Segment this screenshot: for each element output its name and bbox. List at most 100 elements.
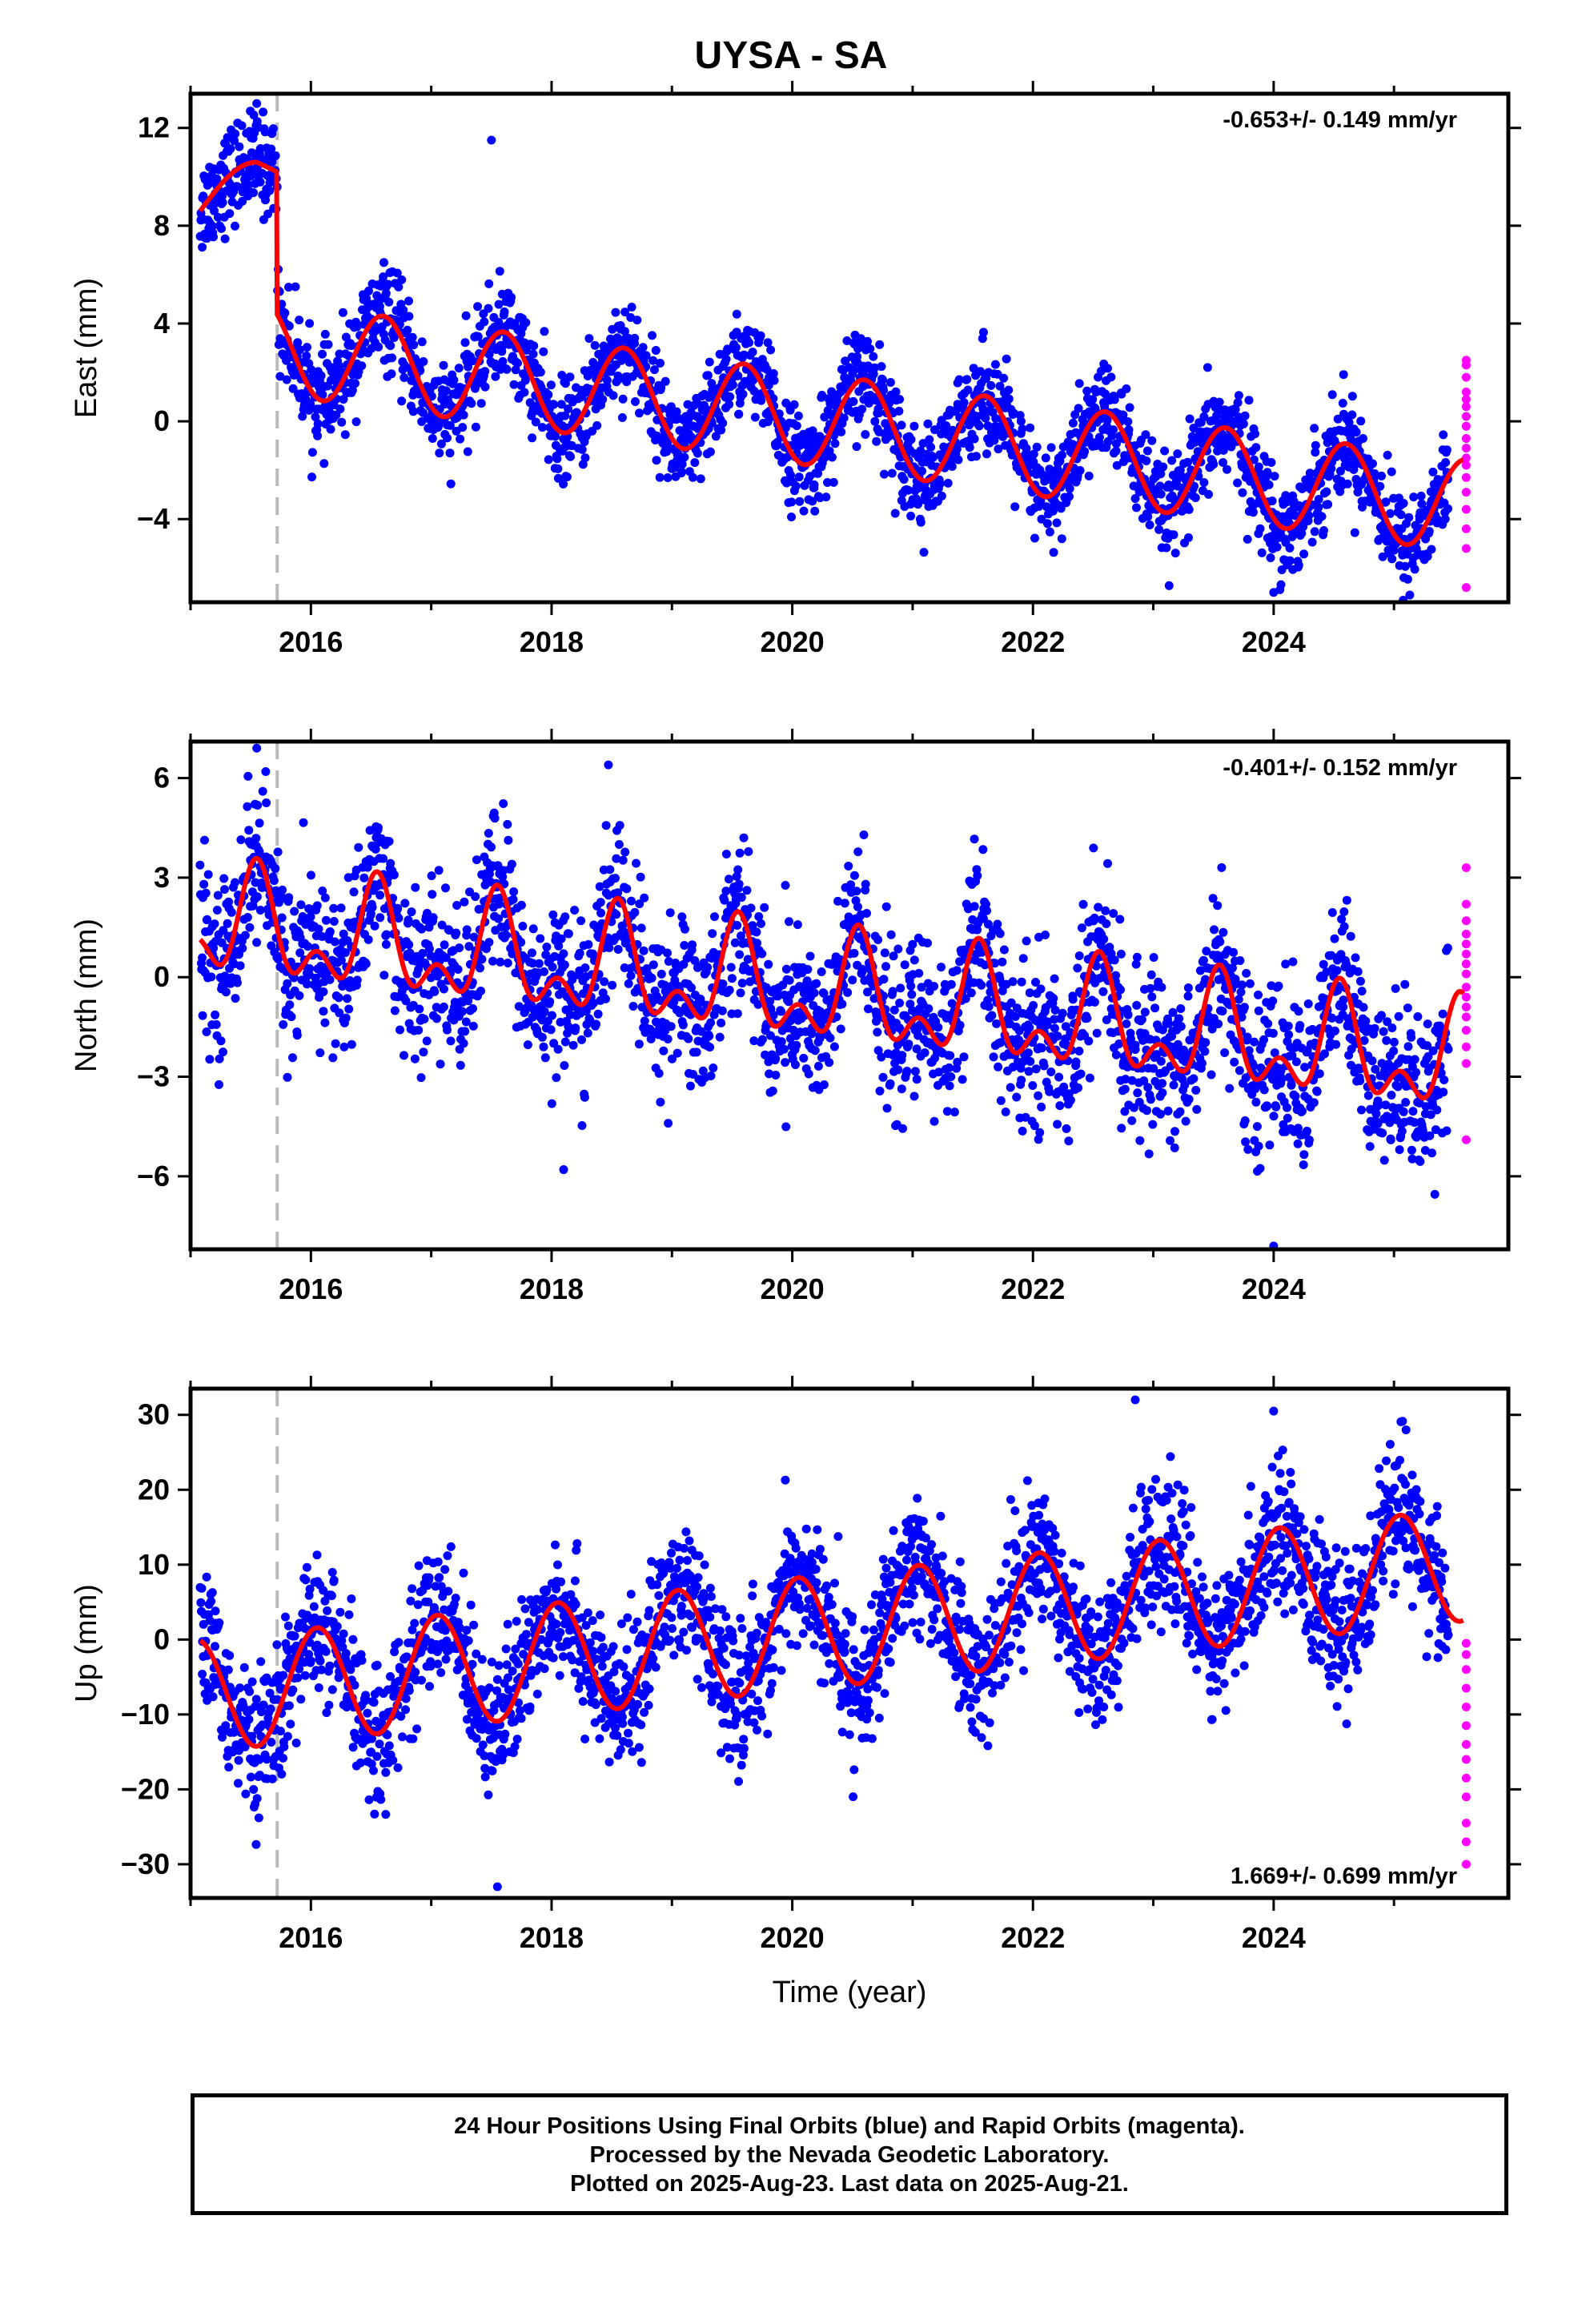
- final-orbit-point: [1359, 434, 1367, 443]
- final-orbit-point: [245, 923, 255, 932]
- final-orbit-point: [877, 362, 886, 372]
- final-orbit-point: [247, 148, 256, 158]
- final-orbit-point: [404, 296, 413, 306]
- final-orbit-point: [287, 1012, 296, 1022]
- final-orbit-point: [440, 984, 448, 994]
- final-orbit-point: [1350, 528, 1359, 537]
- final-orbit-point: [295, 316, 304, 325]
- final-orbit-point: [1084, 471, 1094, 480]
- final-orbit-point: [954, 375, 964, 384]
- final-orbit-point: [1442, 445, 1452, 455]
- final-orbit-point: [263, 209, 273, 219]
- final-orbit-point: [852, 442, 861, 452]
- final-orbit-point: [882, 1104, 892, 1113]
- final-orbit-point: [1299, 1160, 1308, 1169]
- final-orbit-point: [906, 511, 916, 521]
- final-orbit-point: [639, 946, 648, 955]
- final-orbit-point: [232, 182, 242, 191]
- final-orbit-point: [875, 1086, 885, 1096]
- final-orbit-point: [513, 358, 522, 368]
- final-orbit-point: [837, 427, 846, 436]
- final-orbit-point: [267, 144, 276, 154]
- final-orbit-point: [709, 1063, 718, 1072]
- final-orbit-point: [280, 308, 290, 318]
- final-orbit-point: [261, 767, 271, 776]
- final-orbit-point: [237, 121, 247, 131]
- final-orbit-point: [999, 373, 1009, 383]
- final-orbit-point: [500, 307, 509, 316]
- final-orbit-point: [1065, 492, 1074, 501]
- final-orbit-point: [861, 879, 870, 889]
- final-orbit-point: [351, 417, 361, 427]
- final-orbit-point: [1142, 456, 1151, 465]
- final-orbit-point: [1240, 411, 1250, 420]
- final-orbit-point: [973, 871, 982, 880]
- final-orbit-point: [906, 981, 916, 991]
- final-orbit-point: [255, 177, 265, 187]
- final-orbit-point: [817, 391, 827, 400]
- final-orbit-point: [1170, 1127, 1179, 1136]
- final-orbit-point: [397, 396, 407, 406]
- final-orbit-point: [221, 987, 231, 997]
- final-orbit-point: [792, 1040, 801, 1050]
- final-orbit-point: [580, 1092, 589, 1102]
- final-orbit-point: [344, 1004, 354, 1014]
- final-orbit-point: [1311, 440, 1320, 450]
- final-orbit-point: [947, 462, 957, 471]
- final-orbit-point: [1189, 1074, 1199, 1084]
- final-orbit-point: [220, 234, 230, 243]
- final-orbit-point: [495, 267, 504, 276]
- final-orbit-point: [909, 955, 919, 965]
- final-orbit-point: [634, 1039, 644, 1049]
- final-orbit-point: [648, 356, 658, 365]
- final-orbit-point: [361, 959, 371, 968]
- final-orbit-point: [810, 506, 820, 516]
- final-orbit-point: [1158, 1079, 1166, 1088]
- final-orbit-point: [330, 937, 339, 947]
- final-orbit-point: [217, 223, 226, 233]
- final-orbit-point: [408, 332, 417, 342]
- final-orbit-point: [1443, 504, 1452, 513]
- final-orbit-point: [601, 994, 610, 1003]
- final-orbit-point: [655, 472, 665, 482]
- final-orbit-point: [648, 331, 656, 340]
- final-orbit-point: [430, 987, 440, 996]
- final-orbit-point: [219, 1047, 227, 1057]
- final-orbit-point: [305, 319, 315, 328]
- final-orbit-point: [684, 1034, 693, 1043]
- final-orbit-point: [771, 1054, 781, 1063]
- final-orbit-point: [731, 343, 741, 352]
- final-orbit-point: [717, 1018, 726, 1027]
- final-orbit-point: [853, 902, 862, 911]
- final-orbit-point: [559, 480, 568, 489]
- y-tick-label: −4: [137, 502, 170, 535]
- final-orbit-point: [315, 1048, 325, 1058]
- final-orbit-point: [1204, 489, 1213, 499]
- final-orbit-point: [207, 221, 217, 231]
- final-orbit-point: [923, 419, 933, 428]
- final-orbit-point: [904, 485, 913, 495]
- final-orbit-point: [962, 375, 972, 384]
- final-orbit-point: [335, 404, 345, 414]
- final-orbit-point: [243, 771, 253, 781]
- final-orbit-point: [235, 961, 245, 971]
- final-orbit-point: [1094, 432, 1104, 442]
- final-orbit-point: [1156, 1109, 1165, 1119]
- final-orbit-point: [212, 174, 222, 183]
- final-orbit-point: [357, 361, 367, 371]
- final-orbit-point: [381, 288, 391, 298]
- final-orbit-point: [463, 447, 472, 456]
- final-orbit-point: [305, 964, 315, 973]
- final-orbit-point: [995, 929, 1005, 939]
- final-orbit-point: [617, 413, 627, 422]
- final-orbit-point: [1299, 1150, 1309, 1160]
- final-orbit-point: [1269, 1112, 1279, 1121]
- final-orbit-point: [692, 1047, 701, 1057]
- final-orbit-point: [335, 349, 344, 359]
- final-orbit-point: [912, 1075, 921, 1084]
- final-orbit-point: [946, 1072, 956, 1081]
- rapid-orbit-point: [1461, 372, 1471, 382]
- final-orbit-point: [318, 390, 327, 400]
- final-orbit-point: [1277, 1074, 1287, 1084]
- x-tick-label: 2020: [761, 625, 825, 658]
